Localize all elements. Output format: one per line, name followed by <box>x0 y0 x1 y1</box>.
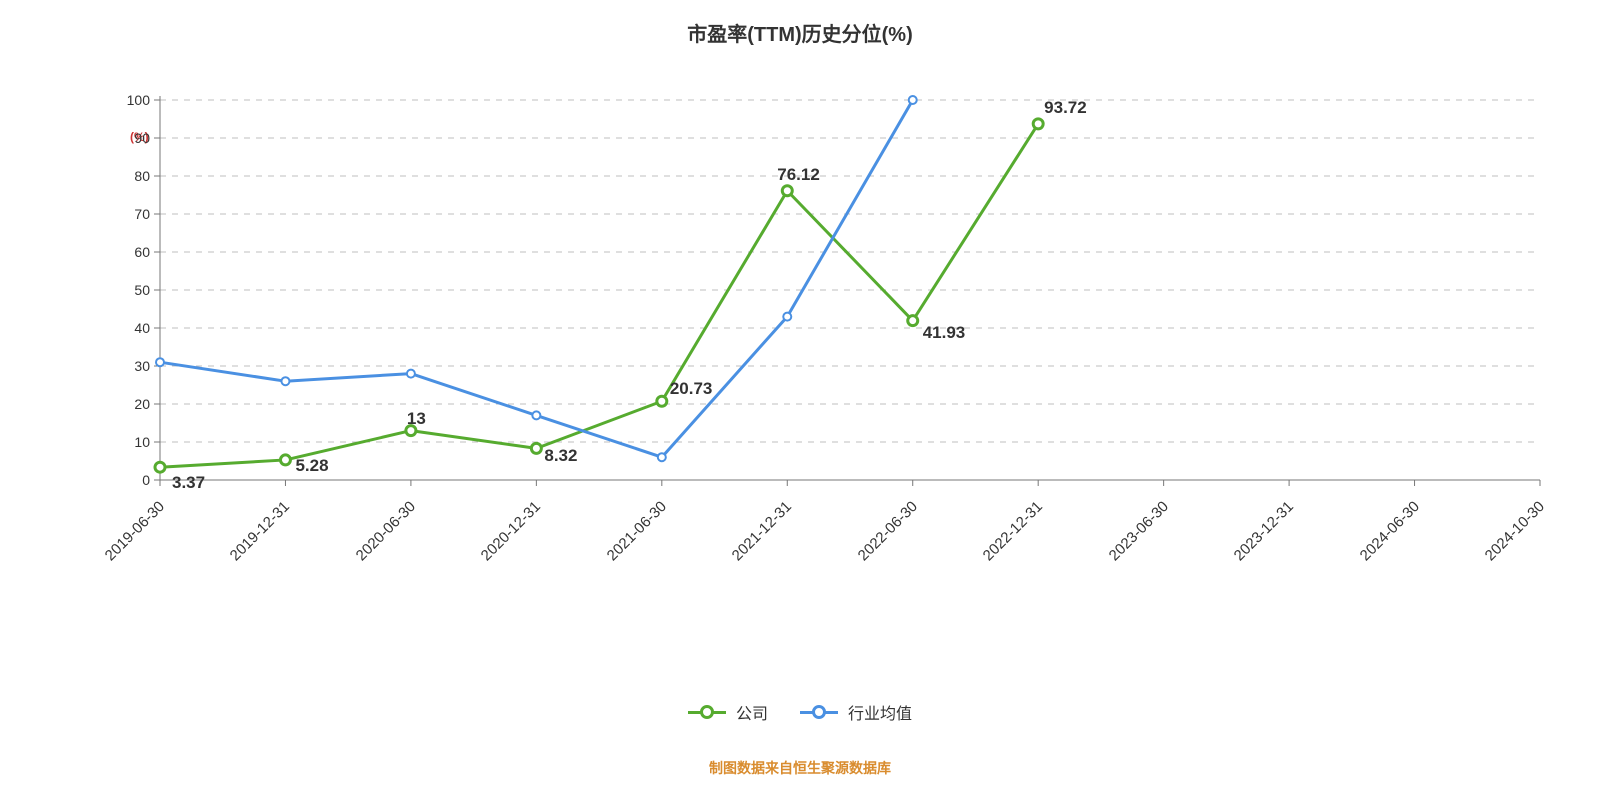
axes <box>154 96 1540 486</box>
y-tick-label: 60 <box>110 244 150 260</box>
y-tick-label: 90 <box>110 130 150 146</box>
data-label-company: 5.28 <box>295 456 328 476</box>
legend-swatch-icon <box>688 704 726 720</box>
y-tick-label: 0 <box>110 472 150 488</box>
data-label-company: 3.37 <box>172 473 205 493</box>
legend: 公司 行业均值 <box>0 700 1600 724</box>
legend-label: 行业均值 <box>848 700 912 724</box>
legend-item-company[interactable]: 公司 <box>688 700 768 724</box>
marker-company <box>155 462 165 472</box>
data-label-company: 76.12 <box>777 165 820 185</box>
marker-industry <box>909 96 917 104</box>
data-label-company: 41.93 <box>923 323 966 343</box>
marker-industry <box>532 411 540 419</box>
y-tick-label: 40 <box>110 320 150 336</box>
data-label-company: 93.72 <box>1044 98 1087 118</box>
series-lines <box>160 100 1038 467</box>
gridlines <box>160 100 1540 442</box>
series-markers <box>155 96 1043 472</box>
y-tick-label: 30 <box>110 358 150 374</box>
legend-item-industry[interactable]: 行业均值 <box>800 700 912 724</box>
marker-company <box>280 455 290 465</box>
y-tick-label: 10 <box>110 434 150 450</box>
y-tick-label: 70 <box>110 206 150 222</box>
data-label-company: 8.32 <box>544 446 577 466</box>
chart-container: 市盈率(TTM)历史分位(%) (%) 01020304050607080901… <box>0 0 1600 800</box>
y-tick-label: 80 <box>110 168 150 184</box>
marker-industry <box>783 313 791 321</box>
marker-company <box>1033 119 1043 129</box>
legend-label: 公司 <box>736 700 768 724</box>
y-tick-label: 50 <box>110 282 150 298</box>
y-tick-label: 100 <box>110 92 150 108</box>
y-tick-label: 20 <box>110 396 150 412</box>
series-line-company <box>160 124 1038 467</box>
marker-company <box>782 186 792 196</box>
marker-industry <box>156 358 164 366</box>
data-label-company: 20.73 <box>670 379 713 399</box>
marker-company <box>531 443 541 453</box>
data-label-company: 13 <box>407 409 426 429</box>
chart-svg <box>0 0 1600 800</box>
marker-industry <box>281 377 289 385</box>
marker-company <box>908 316 918 326</box>
marker-industry <box>407 370 415 378</box>
marker-company <box>657 396 667 406</box>
marker-industry <box>658 453 666 461</box>
chart-credit: 制图数据来自恒生聚源数据库 <box>0 758 1600 778</box>
legend-swatch-icon <box>800 704 838 720</box>
